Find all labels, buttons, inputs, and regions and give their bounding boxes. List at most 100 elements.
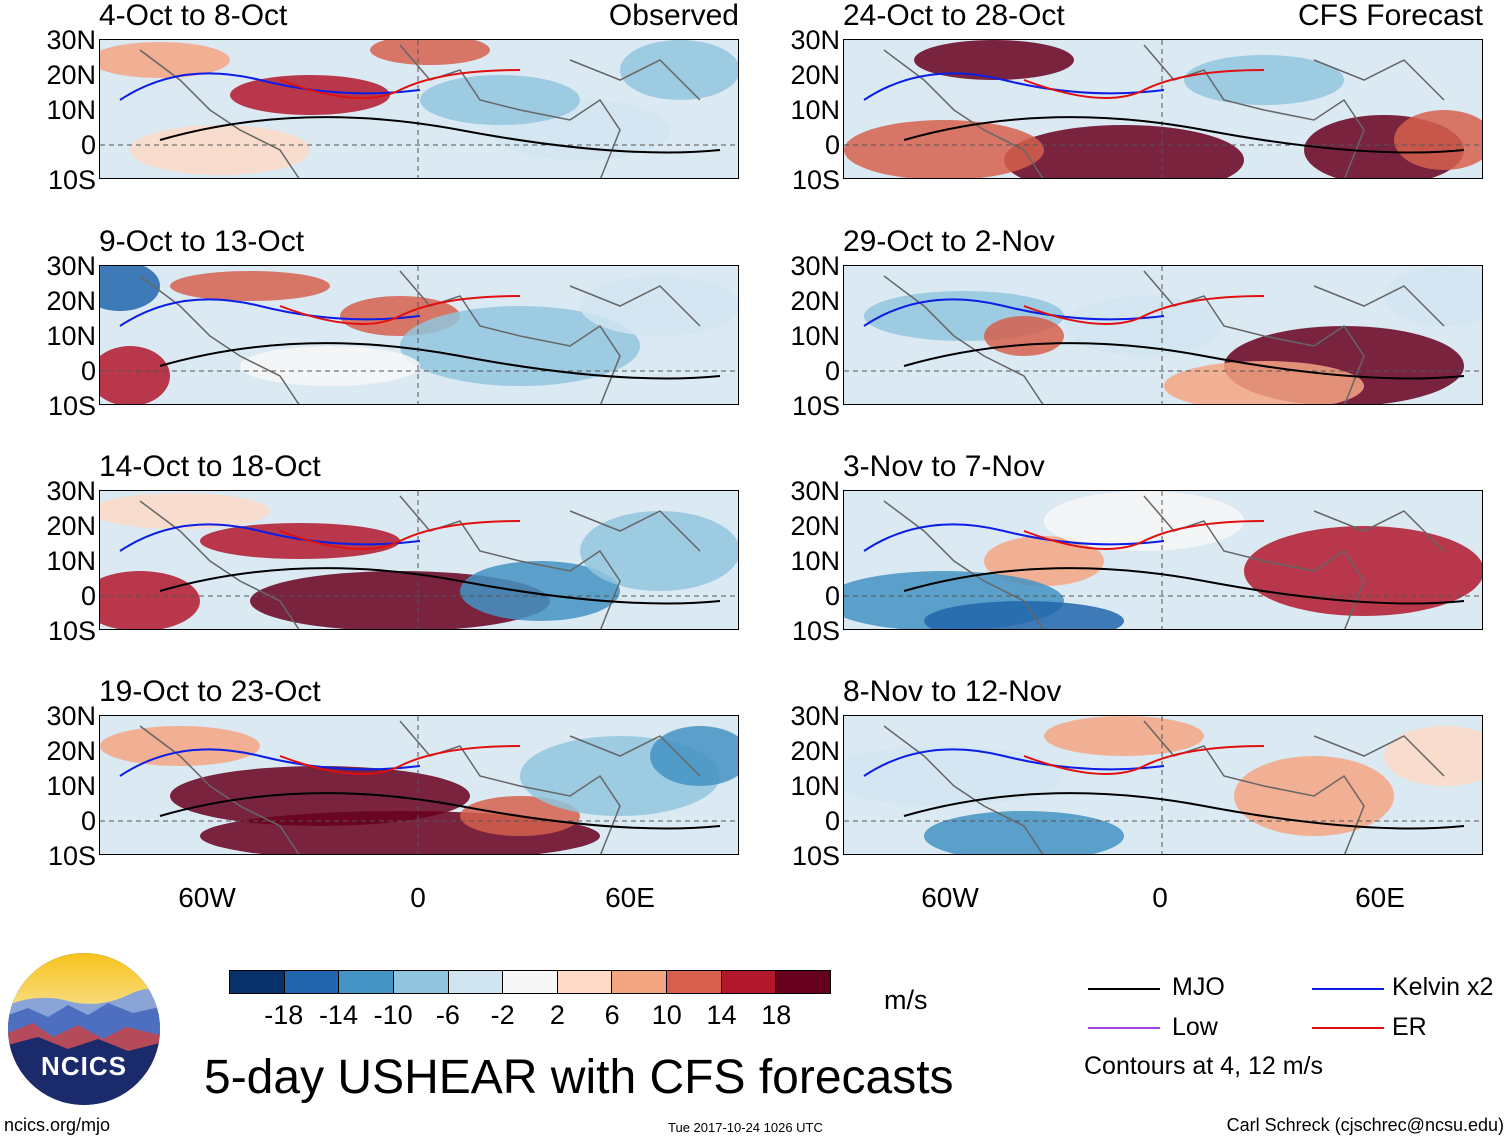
shear-anomaly-blob bbox=[200, 523, 400, 559]
y-tick-label: 0 bbox=[80, 356, 96, 386]
colorbar-tick-label: 6 bbox=[604, 1000, 620, 1030]
y-tick-label: 20N bbox=[46, 736, 96, 766]
main-title: 5-day USHEAR with CFS forecasts bbox=[204, 1051, 954, 1104]
map-field bbox=[100, 40, 738, 178]
panel-forecast-3: 3-Nov to 7-Nov bbox=[843, 452, 1483, 630]
map-field bbox=[100, 491, 738, 629]
map-forecast-4 bbox=[843, 715, 1483, 855]
contour-line bbox=[159, 116, 721, 154]
shear-anomaly-blob bbox=[984, 536, 1104, 586]
colorbar-tick-label: -2 bbox=[490, 1000, 515, 1030]
contour-line bbox=[863, 748, 1165, 777]
y-tick-label: 30N bbox=[46, 476, 96, 506]
shear-anomaly-blob bbox=[100, 571, 200, 629]
y-tick-label: 10N bbox=[790, 771, 840, 801]
contour-line bbox=[159, 792, 721, 830]
contour-line bbox=[1023, 745, 1265, 775]
y-tick-label: 30N bbox=[790, 476, 840, 506]
observed-label: Observed bbox=[608, 0, 739, 32]
map-field bbox=[844, 716, 1482, 854]
colorbar-tick-label: 2 bbox=[549, 1000, 565, 1030]
colorbar-swatch bbox=[776, 971, 831, 993]
colorbar-swatch bbox=[503, 971, 558, 993]
contour-line bbox=[119, 748, 421, 777]
x-tick-60e-right: 60E bbox=[1355, 882, 1405, 913]
contour-line bbox=[159, 342, 721, 380]
panel-title: 19-Oct to 23-Oct bbox=[99, 675, 321, 708]
colorbar-swatch bbox=[393, 971, 449, 993]
panel-title: 14-Oct to 18-Oct bbox=[99, 450, 321, 483]
legend-kelvin-line bbox=[1312, 988, 1384, 990]
colorbar-tick-label: -6 bbox=[435, 1000, 460, 1030]
colorbar-tick-label: -14 bbox=[318, 1000, 358, 1030]
shear-anomaly-blob bbox=[620, 40, 738, 100]
shear-anomaly-blob bbox=[1384, 266, 1482, 326]
shear-anomaly-blob bbox=[100, 726, 260, 766]
map-field bbox=[844, 491, 1482, 629]
contour-line bbox=[863, 523, 1165, 552]
colorbar-swatch bbox=[448, 971, 504, 993]
x-tick-0-right: 0 bbox=[1152, 882, 1168, 913]
shear-anomaly-blob bbox=[844, 746, 1064, 806]
contour-line bbox=[119, 72, 421, 101]
contour-line bbox=[279, 69, 521, 99]
y-tick-label: 30N bbox=[46, 25, 96, 55]
map-field bbox=[844, 266, 1482, 404]
shear-anomaly-blob bbox=[420, 75, 580, 125]
colorbar-tick-label: -18 bbox=[264, 1000, 304, 1030]
shear-anomaly-blob bbox=[650, 726, 738, 786]
map-field bbox=[100, 716, 738, 854]
y-tick-label: 30N bbox=[46, 251, 96, 281]
footer-url: ncics.org/mjo bbox=[4, 1115, 111, 1135]
y-tick-label: 0 bbox=[824, 356, 840, 386]
shear-anomaly-blob bbox=[230, 75, 390, 115]
legend-contours-note: Contours at 4, 12 m/s bbox=[1084, 1052, 1324, 1080]
y-tick-label: 20N bbox=[46, 511, 96, 541]
y-tick-label: 0 bbox=[80, 806, 96, 836]
y-tick-label: 10S bbox=[791, 616, 840, 646]
contour-line bbox=[1023, 69, 1265, 99]
contour-line bbox=[1023, 295, 1265, 325]
colorbar-tick-label: 10 bbox=[651, 1000, 682, 1030]
y-tick-label: 10S bbox=[47, 391, 96, 421]
forecast-label: CFS Forecast bbox=[1297, 0, 1483, 32]
contour-line bbox=[863, 72, 1165, 101]
panel-title: 9-Oct to 13-Oct bbox=[99, 225, 305, 258]
legend-low-line bbox=[1088, 1027, 1160, 1029]
shear-anomaly-blob bbox=[1244, 526, 1482, 616]
y-tick-label: 0 bbox=[824, 130, 840, 160]
legend-kelvin-label: Kelvin x2 bbox=[1392, 973, 1494, 1001]
y-tick-label: 30N bbox=[790, 25, 840, 55]
shear-anomaly-blob bbox=[460, 561, 620, 621]
y-tick-label: 10N bbox=[46, 546, 96, 576]
contour-line bbox=[903, 342, 1465, 380]
panel-title: 4-Oct to 8-Oct bbox=[99, 0, 288, 32]
shear-anomaly-blob bbox=[580, 276, 738, 336]
y-tick-label: 10N bbox=[46, 321, 96, 351]
colorbar-tick-label: -10 bbox=[373, 1000, 413, 1030]
y-tick-label: 20N bbox=[46, 60, 96, 90]
y-tick-label: 30N bbox=[790, 251, 840, 281]
shear-anomaly-blob bbox=[370, 40, 490, 65]
y-tick-label: 20N bbox=[790, 286, 840, 316]
shear-anomaly-blob bbox=[170, 766, 470, 826]
contour-line bbox=[279, 745, 521, 775]
contour-line bbox=[903, 116, 1465, 154]
map-forecast-1 bbox=[843, 39, 1483, 179]
shear-anomaly-blob bbox=[914, 40, 1074, 80]
y-tick-label: 0 bbox=[824, 806, 840, 836]
panel-observed-2: 9-Oct to 13-Oct bbox=[99, 227, 739, 405]
y-tick-label: 10S bbox=[791, 841, 840, 871]
shear-anomaly-blob bbox=[100, 42, 230, 78]
panel-forecast-2: 29-Oct to 2-Nov bbox=[843, 227, 1483, 405]
y-tick-label: 10N bbox=[790, 546, 840, 576]
map-observed-2 bbox=[99, 265, 739, 405]
y-tick-label: 10S bbox=[47, 616, 96, 646]
shear-anomaly-blob bbox=[400, 306, 640, 386]
y-tick-label: 10N bbox=[790, 321, 840, 351]
contour-line bbox=[863, 298, 1165, 327]
map-observed-3 bbox=[99, 490, 739, 630]
legend-mjo-line bbox=[1088, 988, 1160, 990]
panel-title: 24-Oct to 28-Oct bbox=[843, 0, 1065, 32]
panel-observed-3: 14-Oct to 18-Oct bbox=[99, 452, 739, 630]
